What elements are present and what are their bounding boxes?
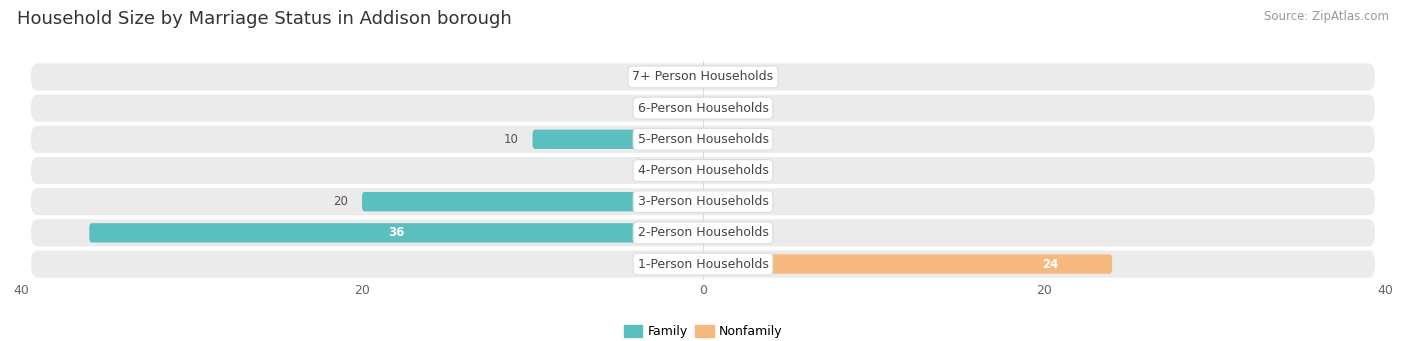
Text: 0: 0 [751, 164, 758, 177]
FancyBboxPatch shape [703, 254, 1112, 274]
FancyBboxPatch shape [30, 62, 1376, 92]
Text: 0: 0 [751, 133, 758, 146]
FancyBboxPatch shape [533, 130, 703, 149]
FancyBboxPatch shape [669, 161, 703, 180]
FancyBboxPatch shape [703, 192, 737, 211]
Text: 2-Person Households: 2-Person Households [637, 226, 769, 239]
Text: 0: 0 [751, 195, 758, 208]
FancyBboxPatch shape [30, 187, 1376, 217]
FancyBboxPatch shape [30, 249, 1376, 279]
Text: 1-Person Households: 1-Person Households [637, 257, 769, 270]
Text: 20: 20 [333, 195, 349, 208]
Text: 0: 0 [751, 102, 758, 115]
Text: 4-Person Households: 4-Person Households [637, 164, 769, 177]
Text: 36: 36 [388, 226, 405, 239]
Text: 7+ Person Households: 7+ Person Households [633, 71, 773, 84]
FancyBboxPatch shape [30, 93, 1376, 123]
Text: 24: 24 [1043, 257, 1059, 270]
FancyBboxPatch shape [30, 218, 1376, 248]
Text: 2: 2 [648, 102, 655, 115]
FancyBboxPatch shape [703, 99, 737, 118]
FancyBboxPatch shape [703, 130, 737, 149]
FancyBboxPatch shape [30, 124, 1376, 154]
Text: Source: ZipAtlas.com: Source: ZipAtlas.com [1264, 10, 1389, 23]
FancyBboxPatch shape [363, 192, 703, 211]
FancyBboxPatch shape [703, 223, 737, 242]
Text: 2: 2 [751, 226, 758, 239]
FancyBboxPatch shape [89, 223, 703, 242]
Text: 2: 2 [648, 164, 655, 177]
Legend: Family, Nonfamily: Family, Nonfamily [619, 320, 787, 341]
FancyBboxPatch shape [30, 155, 1376, 186]
FancyBboxPatch shape [669, 67, 703, 87]
Text: Household Size by Marriage Status in Addison borough: Household Size by Marriage Status in Add… [17, 10, 512, 28]
Text: 6-Person Households: 6-Person Households [637, 102, 769, 115]
Text: 10: 10 [503, 133, 519, 146]
Text: 0: 0 [751, 71, 758, 84]
Text: 2: 2 [648, 71, 655, 84]
FancyBboxPatch shape [703, 67, 737, 87]
FancyBboxPatch shape [703, 161, 737, 180]
FancyBboxPatch shape [669, 99, 703, 118]
Text: 3-Person Households: 3-Person Households [637, 195, 769, 208]
Text: 5-Person Households: 5-Person Households [637, 133, 769, 146]
